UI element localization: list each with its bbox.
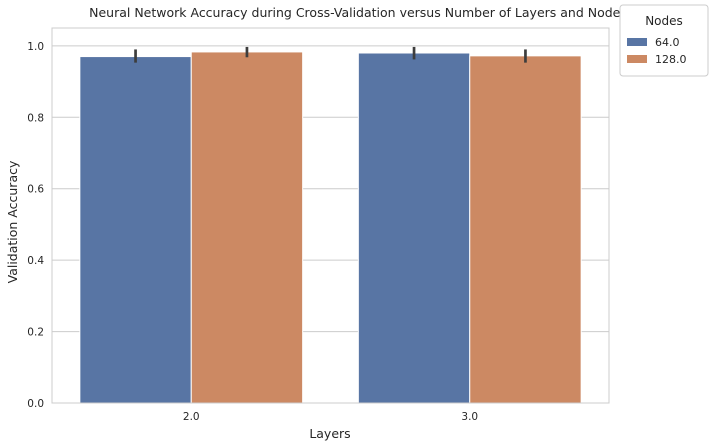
legend-label: 128.0 (655, 53, 687, 66)
bar (357, 52, 471, 404)
legend-swatch (627, 55, 647, 63)
y-tick-label: 0.4 (27, 255, 44, 267)
x-tick-label: 2.0 (183, 411, 200, 423)
bars (79, 51, 582, 404)
y-axis-ticks: 0.0 0.2 0.4 0.6 0.8 1.0 (27, 41, 44, 410)
x-tick-label: 3.0 (461, 411, 478, 423)
bar (469, 55, 582, 404)
legend-swatch (627, 38, 647, 46)
legend-label: 64.0 (655, 36, 680, 49)
x-axis-ticks: 2.0 3.0 (183, 411, 478, 423)
plot-frame (51, 27, 610, 404)
y-tick-label: 1.0 (27, 41, 44, 53)
y-tick-label: 0.2 (27, 327, 44, 339)
bar (79, 56, 192, 404)
chart-title: Neural Network Accuracy during Cross-Val… (89, 5, 627, 20)
y-axis-label: Validation Accuracy (5, 160, 20, 283)
legend: Nodes 64.0 128.0 (619, 4, 709, 77)
error-bars (134, 46, 527, 63)
y-tick-label: 0.6 (27, 184, 44, 196)
y-tick-label: 0.0 (27, 398, 44, 410)
x-axis-label: Layers (309, 426, 350, 441)
y-tick-label: 0.8 (27, 112, 44, 124)
legend-title: Nodes (645, 14, 683, 28)
bar (190, 51, 304, 404)
